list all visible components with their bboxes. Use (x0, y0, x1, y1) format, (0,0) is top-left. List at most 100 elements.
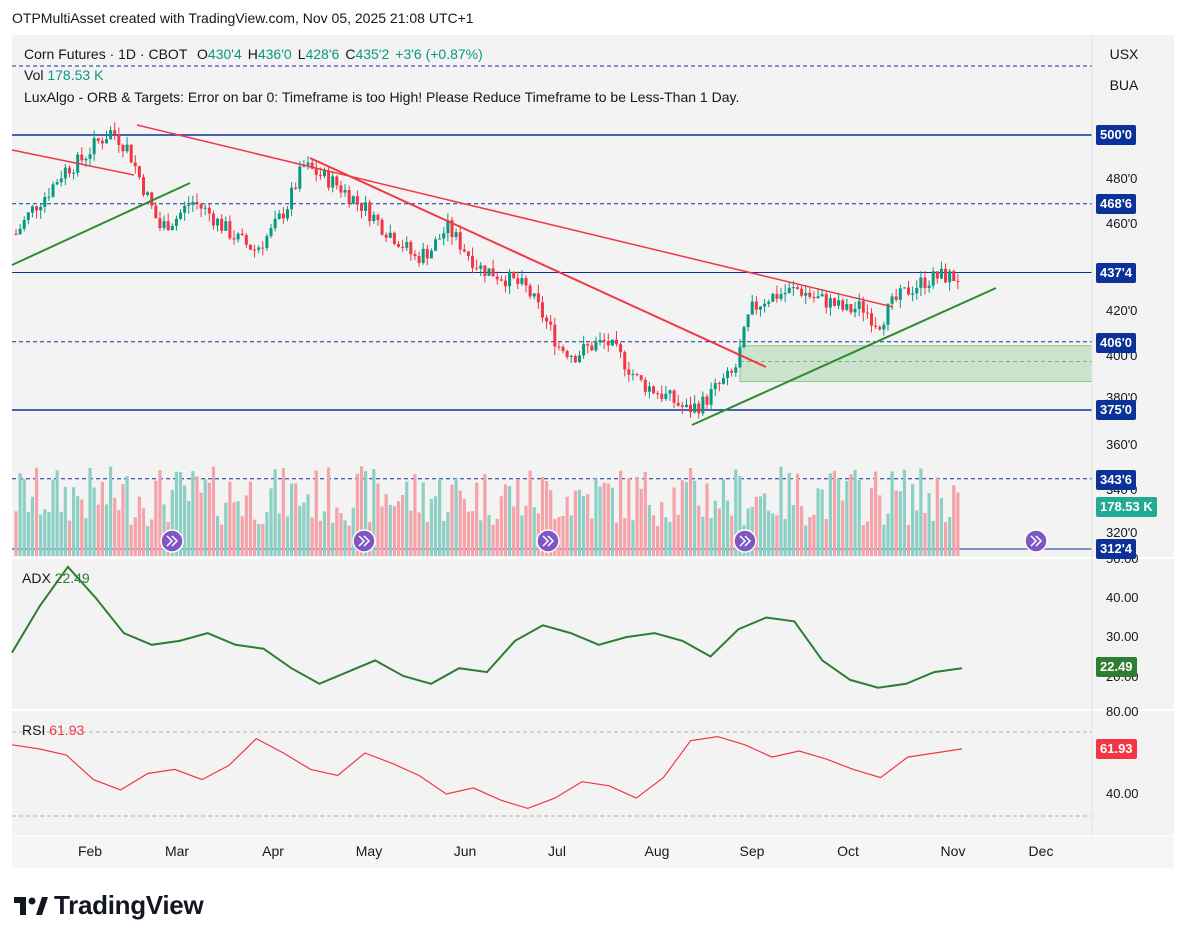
volume-bar (754, 496, 758, 556)
candle-body (680, 405, 684, 407)
candle-body (92, 138, 96, 155)
candle-body (939, 268, 943, 279)
candle-body (240, 233, 244, 236)
volume-bar (281, 468, 285, 556)
volume-bar (762, 493, 767, 556)
volume-bar (43, 509, 47, 556)
volume-bar (273, 469, 277, 556)
unit-button[interactable]: BUA (1109, 77, 1139, 93)
volume-bar (668, 521, 672, 556)
volume-bar (586, 494, 590, 556)
candle-body (495, 276, 499, 280)
candle-body (35, 206, 39, 211)
candle-body (894, 296, 898, 300)
candle-body (335, 176, 339, 186)
volume-bar (71, 487, 76, 556)
candle-body (577, 355, 581, 363)
candle-body (849, 304, 853, 313)
candle-body (257, 247, 261, 250)
volume-bar (150, 519, 154, 556)
candle-body (142, 177, 146, 195)
volume-bar (310, 517, 314, 556)
trendline-red (11, 149, 135, 176)
candle-body (88, 154, 92, 159)
candle-body (952, 271, 956, 282)
candle-body (536, 293, 540, 303)
volume-bar (656, 525, 660, 556)
price-level-pill: 406'0 (1096, 333, 1137, 353)
candle-body (598, 339, 602, 343)
volume-bar (438, 478, 442, 556)
candle-body (253, 249, 257, 251)
candle-body (907, 287, 911, 295)
volume-bar (314, 470, 318, 556)
volume-bar (927, 493, 931, 556)
candle-body (660, 393, 664, 399)
candle-body (401, 246, 405, 248)
candle-body (26, 212, 30, 220)
volume-bar (709, 517, 713, 556)
volume-bar (528, 470, 532, 556)
time-tick-label: Aug (644, 843, 670, 859)
candle-body (380, 219, 384, 235)
candle-body (429, 250, 433, 259)
volume-bar (22, 479, 26, 556)
volume-bar (911, 484, 915, 556)
tradingview-logo[interactable]: TradingView (14, 890, 204, 921)
volume-bar (178, 472, 183, 556)
volume-bar (236, 500, 240, 556)
candle-body (129, 144, 133, 163)
candle-body (446, 220, 450, 234)
candle-body (479, 265, 483, 269)
candle-body (545, 317, 549, 322)
candle-body (919, 277, 923, 288)
candle-body (228, 221, 232, 239)
volume-bar (491, 524, 495, 556)
volume-bar (462, 499, 466, 556)
volume-bar (183, 485, 187, 556)
candle-body (915, 287, 919, 294)
volume-bar (672, 487, 676, 556)
volume-bar (401, 495, 405, 556)
candle-body (483, 265, 487, 276)
volume-bar (520, 515, 524, 556)
candle-body (133, 162, 137, 167)
volume-bar (294, 483, 298, 556)
volume-bar (417, 512, 421, 556)
adx-line (11, 565, 963, 689)
candle-body (886, 303, 890, 325)
volume-bar (67, 520, 72, 556)
volume-bar (869, 487, 874, 556)
volume-bar (738, 476, 742, 556)
volume-bar (326, 467, 331, 556)
volume-bar (413, 474, 417, 556)
volume-bar (450, 484, 454, 556)
candle-body (22, 219, 26, 229)
event-marker-glyph (739, 535, 752, 547)
volume-bar (76, 496, 80, 556)
candle-body (832, 298, 836, 306)
candle-body (935, 271, 939, 279)
candle-body (573, 355, 577, 363)
candle-body (388, 232, 392, 238)
rsi-tick-label: 80.00 (1106, 704, 1139, 719)
candle-body (285, 209, 289, 219)
volume-bar (614, 522, 619, 556)
event-marker-glyph (358, 535, 371, 547)
candle-body (104, 139, 108, 144)
volume-bar (791, 505, 795, 556)
candle-body (582, 344, 586, 356)
volume-bar (429, 498, 434, 556)
candle-body (117, 134, 121, 145)
candle-body (392, 232, 396, 245)
currency-button[interactable]: USX (1109, 46, 1139, 62)
candle-body (298, 166, 302, 189)
price-tick-label: 320'0 (1106, 525, 1138, 540)
volume-bar (943, 522, 948, 556)
volume-bar (269, 488, 273, 556)
volume-bar (158, 470, 162, 556)
tradingview-logo-icon (14, 896, 48, 915)
volume-bar (931, 520, 935, 556)
candle-body (540, 302, 544, 318)
volume-bar (174, 471, 179, 556)
